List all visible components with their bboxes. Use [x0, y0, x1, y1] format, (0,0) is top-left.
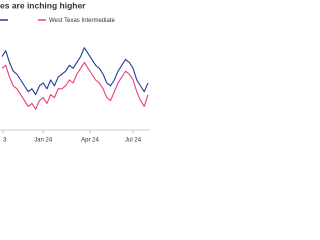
x-tick-label: 3 [3, 138, 7, 144]
chart: es are inching higher 3 Jan 24 Apr 24 Jul 2… [0, 0, 150, 144]
series-line [1, 47, 149, 96]
series-line [1, 61, 149, 110]
legend-label: West Texas Intermediate [49, 18, 115, 24]
chart-title: es are inching higher [0, 0, 86, 10]
x-tick-label: Jul 24 [125, 138, 142, 144]
x-tick-label: Jan 24 [34, 138, 53, 144]
x-tick-label: Apr 24 [81, 138, 99, 144]
